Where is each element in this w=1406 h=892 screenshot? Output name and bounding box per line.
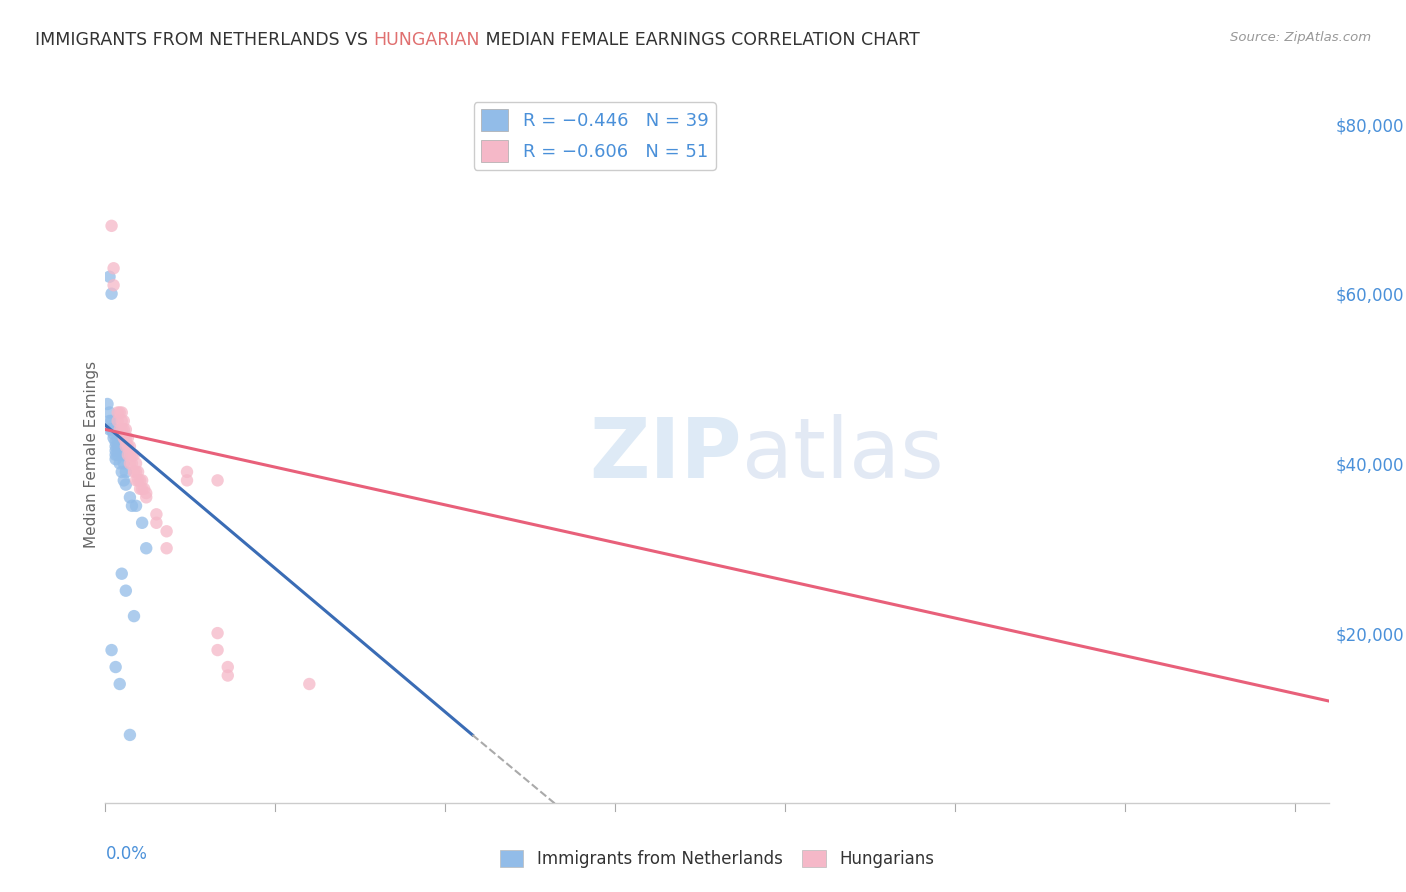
Point xyxy=(115,465,138,479)
Point xyxy=(118,457,141,471)
Point xyxy=(100,643,122,657)
Point xyxy=(134,482,156,496)
Point xyxy=(118,448,141,462)
Point xyxy=(111,448,134,462)
Point xyxy=(107,414,129,428)
Point xyxy=(122,448,145,462)
Point xyxy=(100,414,122,428)
Point xyxy=(207,643,229,657)
Point xyxy=(103,278,125,293)
Point xyxy=(127,465,149,479)
Text: IMMIGRANTS FROM NETHERLANDS VS: IMMIGRANTS FROM NETHERLANDS VS xyxy=(35,31,374,49)
Point xyxy=(121,499,143,513)
Point xyxy=(112,431,135,445)
Point xyxy=(115,431,138,445)
Point xyxy=(176,465,198,479)
Point xyxy=(115,477,138,491)
Point xyxy=(103,431,125,445)
Point xyxy=(207,626,229,640)
Point xyxy=(98,414,121,428)
Point xyxy=(100,219,122,233)
Point xyxy=(131,474,153,488)
Point xyxy=(117,431,139,445)
Point xyxy=(108,677,131,691)
Point xyxy=(111,414,134,428)
Point xyxy=(207,474,229,488)
Point xyxy=(129,474,152,488)
Point xyxy=(118,491,141,505)
Text: MEDIAN FEMALE EARNINGS CORRELATION CHART: MEDIAN FEMALE EARNINGS CORRELATION CHART xyxy=(481,31,920,49)
Point xyxy=(129,482,152,496)
Point xyxy=(98,422,121,436)
Point xyxy=(135,491,157,505)
Point xyxy=(125,457,148,471)
Point xyxy=(107,448,129,462)
Point xyxy=(104,439,127,453)
Point xyxy=(111,566,134,581)
Point xyxy=(107,405,129,419)
Text: atlas: atlas xyxy=(741,415,943,495)
Point xyxy=(112,457,135,471)
Point xyxy=(131,516,153,530)
Point xyxy=(104,660,127,674)
Point xyxy=(135,541,157,556)
Point xyxy=(112,474,135,488)
Point xyxy=(96,397,118,411)
Point xyxy=(176,474,198,488)
Point xyxy=(103,426,125,441)
Point xyxy=(103,422,125,436)
Point xyxy=(108,439,131,453)
Y-axis label: Median Female Earnings: Median Female Earnings xyxy=(83,361,98,549)
Point xyxy=(115,439,138,453)
Point xyxy=(118,728,141,742)
Point xyxy=(111,465,134,479)
Point xyxy=(125,499,148,513)
Point xyxy=(217,668,239,682)
Point xyxy=(217,660,239,674)
Point xyxy=(100,422,122,436)
Point xyxy=(115,422,138,436)
Point xyxy=(98,405,121,419)
Point xyxy=(117,439,139,453)
Text: ZIP: ZIP xyxy=(589,415,741,495)
Point xyxy=(104,435,127,450)
Point xyxy=(111,405,134,419)
Point xyxy=(117,448,139,462)
Point xyxy=(145,508,167,522)
Point xyxy=(112,414,135,428)
Point xyxy=(103,261,125,276)
Point xyxy=(122,465,145,479)
Point xyxy=(108,457,131,471)
Point xyxy=(104,452,127,467)
Point xyxy=(122,609,145,624)
Point xyxy=(298,677,321,691)
Text: Source: ZipAtlas.com: Source: ZipAtlas.com xyxy=(1230,31,1371,45)
Point xyxy=(98,269,121,284)
Point xyxy=(115,435,138,450)
Point xyxy=(108,422,131,436)
Point xyxy=(111,422,134,436)
Point xyxy=(104,443,127,458)
Point xyxy=(107,431,129,445)
Point xyxy=(125,474,148,488)
Point xyxy=(112,422,135,436)
Point xyxy=(125,465,148,479)
Text: 0.0%: 0.0% xyxy=(105,845,148,863)
Point xyxy=(121,448,143,462)
Text: HUNGARIAN: HUNGARIAN xyxy=(374,31,481,49)
Point xyxy=(156,541,179,556)
Legend: Immigrants from Netherlands, Hungarians: Immigrants from Netherlands, Hungarians xyxy=(494,843,941,874)
Point xyxy=(156,524,179,539)
Point xyxy=(108,405,131,419)
Point xyxy=(118,439,141,453)
Point xyxy=(115,583,138,598)
Point xyxy=(121,457,143,471)
Point xyxy=(145,516,167,530)
Point xyxy=(104,448,127,462)
Point xyxy=(131,482,153,496)
Point xyxy=(107,439,129,453)
Point xyxy=(135,486,157,500)
Point xyxy=(100,286,122,301)
Point xyxy=(127,474,149,488)
